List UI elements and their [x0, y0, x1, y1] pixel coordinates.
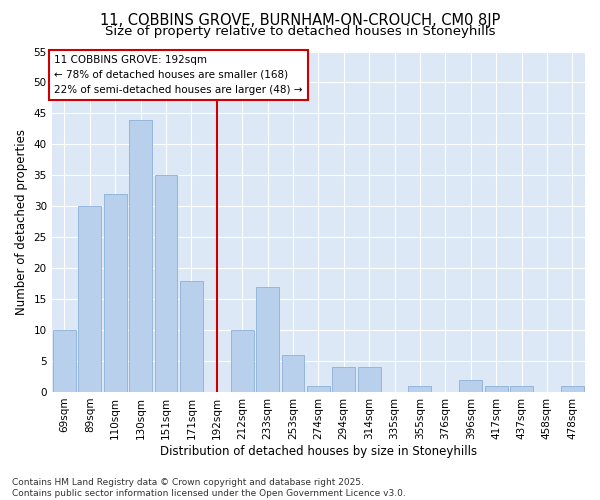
Bar: [332, 367, 355, 392]
Bar: [409, 386, 431, 392]
Bar: [79, 206, 101, 392]
Bar: [104, 194, 127, 392]
X-axis label: Distribution of detached houses by size in Stoneyhills: Distribution of detached houses by size …: [160, 444, 477, 458]
Bar: [129, 120, 152, 392]
Bar: [561, 386, 584, 392]
Bar: [358, 367, 380, 392]
Bar: [180, 280, 203, 392]
Text: Contains HM Land Registry data © Crown copyright and database right 2025.
Contai: Contains HM Land Registry data © Crown c…: [12, 478, 406, 498]
Bar: [155, 176, 178, 392]
Text: Size of property relative to detached houses in Stoneyhills: Size of property relative to detached ho…: [105, 25, 495, 38]
Bar: [485, 386, 508, 392]
Text: 11, COBBINS GROVE, BURNHAM-ON-CROUCH, CM0 8JP: 11, COBBINS GROVE, BURNHAM-ON-CROUCH, CM…: [100, 12, 500, 28]
Bar: [307, 386, 330, 392]
Bar: [459, 380, 482, 392]
Bar: [256, 286, 279, 392]
Bar: [510, 386, 533, 392]
Bar: [281, 355, 304, 392]
Bar: [231, 330, 254, 392]
Bar: [53, 330, 76, 392]
Text: 11 COBBINS GROVE: 192sqm
← 78% of detached houses are smaller (168)
22% of semi-: 11 COBBINS GROVE: 192sqm ← 78% of detach…: [55, 55, 303, 94]
Y-axis label: Number of detached properties: Number of detached properties: [15, 128, 28, 314]
